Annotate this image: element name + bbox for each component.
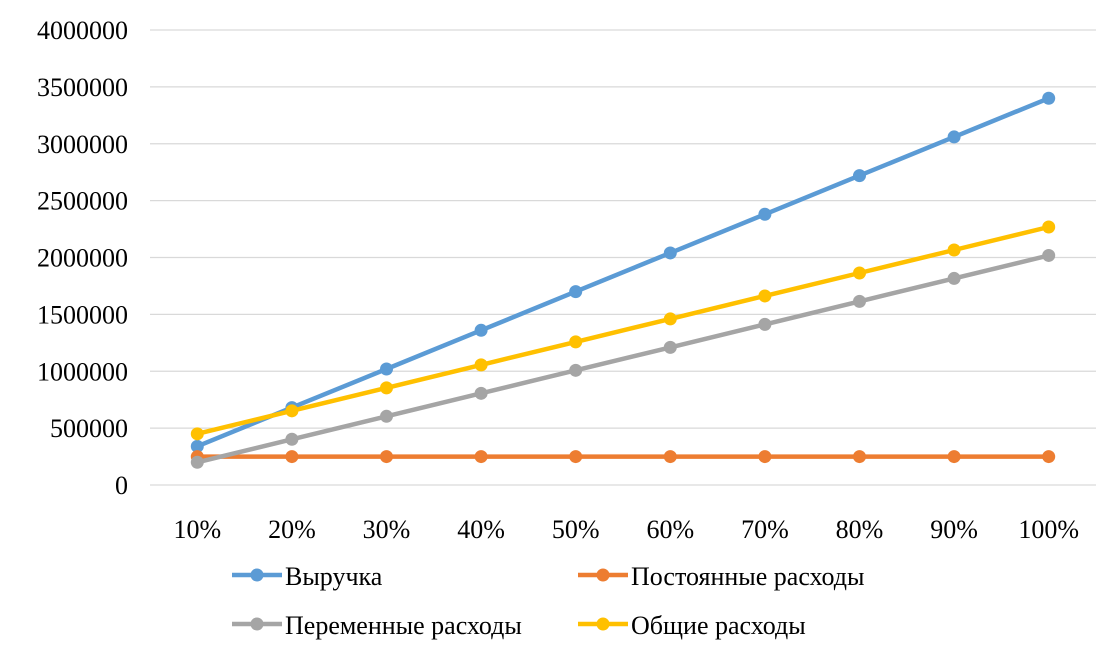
data-point xyxy=(1042,248,1056,262)
data-point xyxy=(285,432,299,446)
legend-label: Общие расходы xyxy=(631,611,806,640)
y-tick-label: 2500000 xyxy=(37,187,128,216)
y-tick-label: 2000000 xyxy=(37,244,128,273)
data-point xyxy=(853,294,866,308)
data-point xyxy=(380,409,393,423)
gridlines xyxy=(150,29,1096,486)
series-1 xyxy=(190,91,1056,453)
x-tick-label: 30% xyxy=(363,515,411,544)
data-point xyxy=(947,130,961,144)
y-tick-label: 1000000 xyxy=(37,357,128,386)
data-point xyxy=(285,450,299,464)
legend-item: Постоянные расходы xyxy=(578,562,864,591)
data-point xyxy=(947,271,961,285)
legend: Выручка Постоянные расходы Переменные расх… xyxy=(232,562,864,640)
series-lines xyxy=(190,91,1056,469)
series-line xyxy=(195,96,1051,449)
x-tick-label: 80% xyxy=(836,515,884,544)
series-4 xyxy=(190,220,1056,441)
data-point xyxy=(380,450,393,464)
legend-label: Выручка xyxy=(285,562,383,591)
x-axis-tick-labels: 10% 20% 30% 40% 50% 60% 70% 80% 90% 100% xyxy=(173,515,1079,544)
data-point xyxy=(663,450,677,464)
data-point xyxy=(569,450,583,464)
data-point xyxy=(853,169,866,183)
legend-swatch-marker xyxy=(596,568,610,582)
x-tick-label: 40% xyxy=(457,515,505,544)
data-point xyxy=(190,455,204,469)
data-point xyxy=(758,450,772,464)
legend-swatch-marker xyxy=(596,617,610,631)
y-tick-label: 1500000 xyxy=(37,300,128,329)
x-tick-label: 60% xyxy=(646,515,694,544)
x-tick-label: 100% xyxy=(1018,515,1079,544)
data-point xyxy=(569,363,583,377)
data-point xyxy=(190,439,204,453)
series-line xyxy=(195,253,1051,465)
data-point xyxy=(663,340,677,354)
y-tick-label: 500000 xyxy=(50,414,128,443)
data-point xyxy=(758,317,772,331)
series-line xyxy=(195,224,1051,437)
data-point xyxy=(474,450,488,464)
data-point xyxy=(758,289,772,303)
data-point xyxy=(1042,91,1056,105)
y-axis-tick-labels: 0 500000 1000000 1500000 2000000 2500000 30000… xyxy=(37,16,128,500)
data-point xyxy=(1042,220,1056,234)
data-point xyxy=(474,323,488,337)
data-point xyxy=(190,427,204,441)
x-tick-label: 70% xyxy=(741,515,789,544)
series-2 xyxy=(190,450,1056,464)
data-point xyxy=(663,246,677,260)
data-point xyxy=(285,404,299,418)
y-tick-label: 4000000 xyxy=(37,16,128,45)
data-point xyxy=(663,312,677,326)
legend-label: Постоянные расходы xyxy=(631,562,864,591)
data-point xyxy=(853,450,866,464)
y-tick-label: 3500000 xyxy=(37,73,128,102)
x-tick-label: 20% xyxy=(268,515,316,544)
legend-item: Выручка xyxy=(232,562,383,591)
x-tick-label: 10% xyxy=(173,515,221,544)
legend-label: Переменные расходы xyxy=(285,611,522,640)
x-tick-label: 90% xyxy=(930,515,978,544)
legend-swatch-marker xyxy=(250,568,264,582)
data-point xyxy=(853,266,866,280)
y-tick-label: 3000000 xyxy=(37,130,128,159)
data-point xyxy=(947,243,961,257)
data-point xyxy=(569,335,583,349)
data-point xyxy=(474,386,488,400)
legend-item: Общие расходы xyxy=(578,611,806,640)
data-point xyxy=(947,450,961,464)
data-point xyxy=(380,381,393,395)
legend-swatch-marker xyxy=(250,617,264,631)
legend-item: Переменные расходы xyxy=(232,611,522,640)
series-3 xyxy=(190,248,1056,469)
x-tick-label: 50% xyxy=(552,515,600,544)
data-point xyxy=(1042,450,1056,464)
data-point xyxy=(474,358,488,372)
data-point xyxy=(380,362,393,376)
data-point xyxy=(569,285,583,299)
data-point xyxy=(758,207,772,221)
y-tick-label: 0 xyxy=(115,471,128,500)
